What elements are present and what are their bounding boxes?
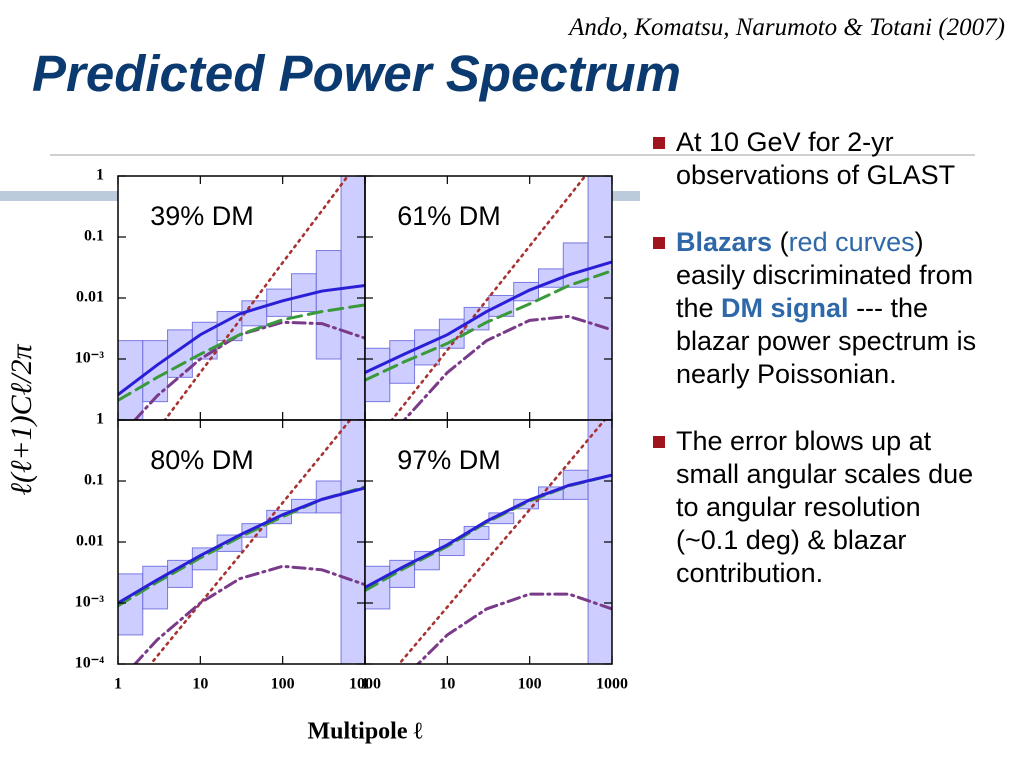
- bullet-text: DM signal: [721, 293, 849, 323]
- x-tick-label: 1: [114, 676, 122, 693]
- y-tick-label: 0.01: [76, 289, 104, 306]
- curve: [149, 420, 352, 664]
- bullet: The error blows up at small angular scal…: [650, 425, 990, 590]
- curve: [118, 486, 365, 605]
- panel-label-bg: [375, 440, 523, 482]
- citation: Ando, Komatsu, Narumoto & Totani (2007): [569, 14, 1005, 41]
- panel-label: 97% DM: [397, 445, 501, 475]
- bullet-text: ) easily discriminated from the: [676, 227, 974, 323]
- plot-area: [365, 176, 612, 420]
- x-tick-label: 10: [192, 676, 208, 693]
- y-axis-label: ℓ(ℓ+1)Cℓ/2π: [5, 343, 38, 495]
- panel: 1 10 100 1000 97% DM: [361, 419, 628, 693]
- curve: [402, 314, 612, 420]
- y-tick-label: 10⁻³: [75, 350, 104, 367]
- x-tick-label: 1000: [349, 676, 381, 693]
- curve: [118, 303, 365, 402]
- panel-label-bg: [375, 196, 523, 238]
- y-tick-label: 0.1: [84, 472, 104, 489]
- x-tick-label: 1: [361, 676, 369, 693]
- panel-label-bg: [128, 196, 276, 238]
- bullet-text: At 10 GeV for 2-yr observations of GLAST: [676, 127, 956, 190]
- panel-label: 80% DM: [150, 445, 254, 475]
- y-tick-label: 0.01: [76, 533, 104, 550]
- curve: [415, 592, 612, 664]
- y-tick-label: 10⁻⁴: [75, 655, 104, 672]
- accent-bar: [0, 191, 118, 201]
- slide-title: Predicted Power Spectrum: [32, 45, 682, 102]
- y-tick-label: 1: [96, 167, 104, 184]
- curve: [163, 176, 350, 420]
- curve: [365, 260, 612, 375]
- error-box: [315, 250, 342, 360]
- y-tick-label: 10⁻³: [75, 594, 104, 611]
- panel: 1 0.1 0.01 10⁻³ 39% DM: [75, 167, 366, 421]
- y-tick-label: 0.1: [84, 228, 104, 245]
- x-axis-label: Multipole ℓ: [308, 719, 423, 745]
- panel: 1 0.1 0.01 10⁻³ 10⁻⁴ 1 10 100 1000 80% DM: [75, 411, 381, 693]
- curve: [365, 473, 612, 589]
- accent-bar: [612, 191, 640, 201]
- error-box: [513, 498, 539, 510]
- x-tick-label: 1000: [596, 676, 628, 693]
- bullet-text: --- the blazar power spectrum is nearly …: [676, 293, 977, 389]
- y-tick-label: 1: [96, 411, 104, 428]
- panel-label-bg: [128, 440, 276, 482]
- error-box: [142, 340, 169, 403]
- bullet-text: The error blows up at small angular scal…: [676, 426, 974, 588]
- x-tick-label: 100: [518, 676, 542, 693]
- curve: [118, 284, 365, 397]
- x-tick-label: 10: [439, 676, 455, 693]
- panel-label: 39% DM: [150, 201, 254, 231]
- panel: 61% DM: [364, 175, 613, 421]
- bullet: At 10 GeV for 2-yr observations of GLAST: [650, 126, 990, 192]
- bullet: Blazars (red curves) easily discriminate…: [650, 226, 990, 391]
- bullet-text: red curves: [788, 227, 915, 257]
- curve: [132, 564, 365, 664]
- curve: [390, 176, 587, 420]
- panel-label: 61% DM: [397, 201, 501, 231]
- bullet-text: Blazars: [676, 227, 773, 257]
- bullet-text: (: [772, 227, 789, 257]
- curve: [397, 420, 607, 664]
- curve: [365, 269, 612, 382]
- bullet-list: At 10 GeV for 2-yr observations of GLAST…: [650, 126, 990, 624]
- x-tick-label: 100: [271, 676, 295, 693]
